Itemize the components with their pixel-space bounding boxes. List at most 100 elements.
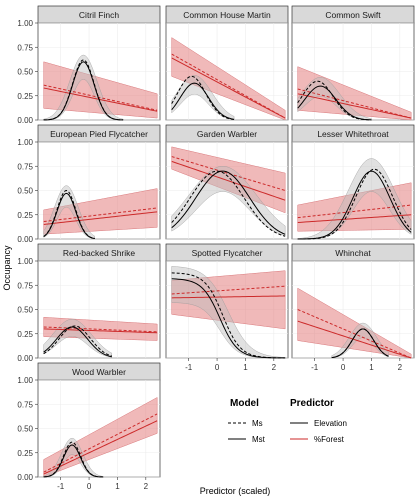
elevation-mst-line <box>171 278 286 359</box>
y-tick-label: 0.75 <box>17 43 33 52</box>
elevation-mst-line <box>171 82 235 120</box>
elevation-mst-line <box>171 170 286 235</box>
facet-panel: Wood Warbler 0.00 0.25 0.50 0.75 1.00 -1 0 1 2 <box>17 362 161 491</box>
forest-ms-line <box>43 413 158 473</box>
forest-mst-line <box>171 160 286 201</box>
forest-ms-line <box>171 53 286 119</box>
forest-ms-line <box>297 204 412 219</box>
y-axis-title: Occupancy <box>2 245 12 291</box>
x-tick-label: 1 <box>369 363 374 372</box>
x-tick-label: 2 <box>272 363 277 372</box>
forest-ms-line <box>297 309 412 359</box>
elevation-confidence-band <box>43 54 124 121</box>
forest-ms-line <box>171 285 286 295</box>
facet-title: Lesser Whitethroat <box>317 129 389 139</box>
facet-panels: Citril Finch 0.00 0.25 0.50 0.75 1.00 Common H… <box>17 5 415 491</box>
facet-title: Citril Finch <box>79 10 119 20</box>
forest-confidence-band <box>171 37 286 121</box>
facet-title: European Pied Flycatcher <box>50 129 148 139</box>
y-tick-label: 1.00 <box>17 376 33 385</box>
elevation-confidence-band <box>43 185 95 239</box>
legend-model-title: Model <box>230 398 259 409</box>
forest-confidence-band <box>43 188 158 235</box>
facet-title: Red-backed Shrike <box>63 248 136 258</box>
facet-title: Common House Martin <box>183 10 271 20</box>
elevation-ms-line <box>171 170 286 237</box>
y-tick-label: 0.00 <box>17 354 33 363</box>
facet-panel: Citril Finch 0.00 0.25 0.50 0.75 1.00 <box>17 5 161 125</box>
facet-panel: Garden Warbler <box>165 124 289 240</box>
forest-mst-line <box>43 87 158 112</box>
forest-mst-line <box>43 211 158 225</box>
x-tick-label: 1 <box>243 363 248 372</box>
facet-panel: Red-backed Shrike 0.00 0.25 0.50 0.75 1.00 <box>17 243 161 363</box>
y-tick-label: 0.25 <box>17 449 33 458</box>
x-tick-label: 2 <box>144 482 149 491</box>
forest-mst-line <box>43 328 158 334</box>
x-tick-label: 1 <box>115 482 120 491</box>
elevation-mst-line <box>331 328 389 359</box>
x-tick-label: -1 <box>311 363 319 372</box>
y-tick-label: 0.75 <box>17 400 33 409</box>
elevation-ms-line <box>297 80 372 121</box>
x-tick-label: 2 <box>398 363 403 372</box>
facet-title: Spotted Flycatcher <box>192 248 263 258</box>
facet-title: Whinchat <box>335 248 371 258</box>
elevation-ms-line <box>171 272 286 359</box>
elevation-mst-line <box>43 444 104 478</box>
x-tick-label: 0 <box>341 363 346 372</box>
forest-confidence-band <box>171 270 286 330</box>
y-tick-label: 0.50 <box>17 68 33 77</box>
x-axis-title: Predictor (scaled) <box>200 486 271 496</box>
forest-mst-line <box>297 214 412 224</box>
legend-elevation-label: Elevation <box>314 419 347 428</box>
elevation-mst-line <box>297 170 412 240</box>
facet-title: Common Swift <box>325 10 381 20</box>
y-tick-label: 0.50 <box>17 187 33 196</box>
y-tick-label: 0.25 <box>17 92 33 101</box>
facet-panel: Lesser Whitethroat <box>291 124 415 240</box>
elevation-mst-line <box>43 61 124 121</box>
forest-mst-line <box>297 93 412 119</box>
y-tick-label: 1.00 <box>17 19 33 28</box>
facet-panel: European Pied Flycatcher 0.00 0.25 0.50 0.75… <box>17 124 161 244</box>
forest-ms-line <box>43 326 158 333</box>
y-tick-label: 0.25 <box>17 330 33 339</box>
x-tick-label: -1 <box>57 482 65 491</box>
facet-title: Garden Warbler <box>197 129 257 139</box>
elevation-confidence-band <box>171 266 286 359</box>
y-tick-label: 0.25 <box>17 211 33 220</box>
forest-mst-line <box>297 320 412 359</box>
forest-ms-line <box>43 207 158 223</box>
y-tick-label: 0.00 <box>17 116 33 125</box>
elevation-mst-line <box>297 85 372 121</box>
legend-forest-label: %Forest <box>314 435 345 444</box>
facet-panel: Common House Martin <box>165 5 289 121</box>
elevation-mst-line <box>43 192 95 240</box>
facet-panel: Common Swift <box>291 5 415 121</box>
y-tick-label: 1.00 <box>17 138 33 147</box>
x-tick-label: 0 <box>215 363 220 372</box>
legend-ms-label: Ms <box>252 419 263 428</box>
y-tick-label: 0.00 <box>17 473 33 482</box>
y-tick-label: 1.00 <box>17 257 33 266</box>
y-tick-label: 0.50 <box>17 306 33 315</box>
elevation-mst-line <box>43 326 112 358</box>
y-tick-label: 0.75 <box>17 281 33 290</box>
x-tick-label: 0 <box>87 482 92 491</box>
y-tick-label: 0.50 <box>17 425 33 434</box>
elevation-ms-line <box>43 325 112 357</box>
forest-confidence-band <box>171 146 286 214</box>
facet-panel: Whinchat -1 0 1 2 <box>291 243 415 372</box>
forest-ms-line <box>297 88 412 119</box>
facet-title: Wood Warbler <box>72 367 126 377</box>
elevation-ms-line <box>171 75 235 121</box>
y-tick-label: 0.00 <box>17 235 33 244</box>
forest-mst-line <box>171 295 286 299</box>
legend: Model Ms Mst Predictor Elevation %Forest <box>228 398 347 444</box>
x-tick-label: -1 <box>185 363 193 372</box>
forest-mst-line <box>43 420 158 475</box>
y-tick-label: 0.75 <box>17 162 33 171</box>
elevation-confidence-band <box>171 75 235 120</box>
